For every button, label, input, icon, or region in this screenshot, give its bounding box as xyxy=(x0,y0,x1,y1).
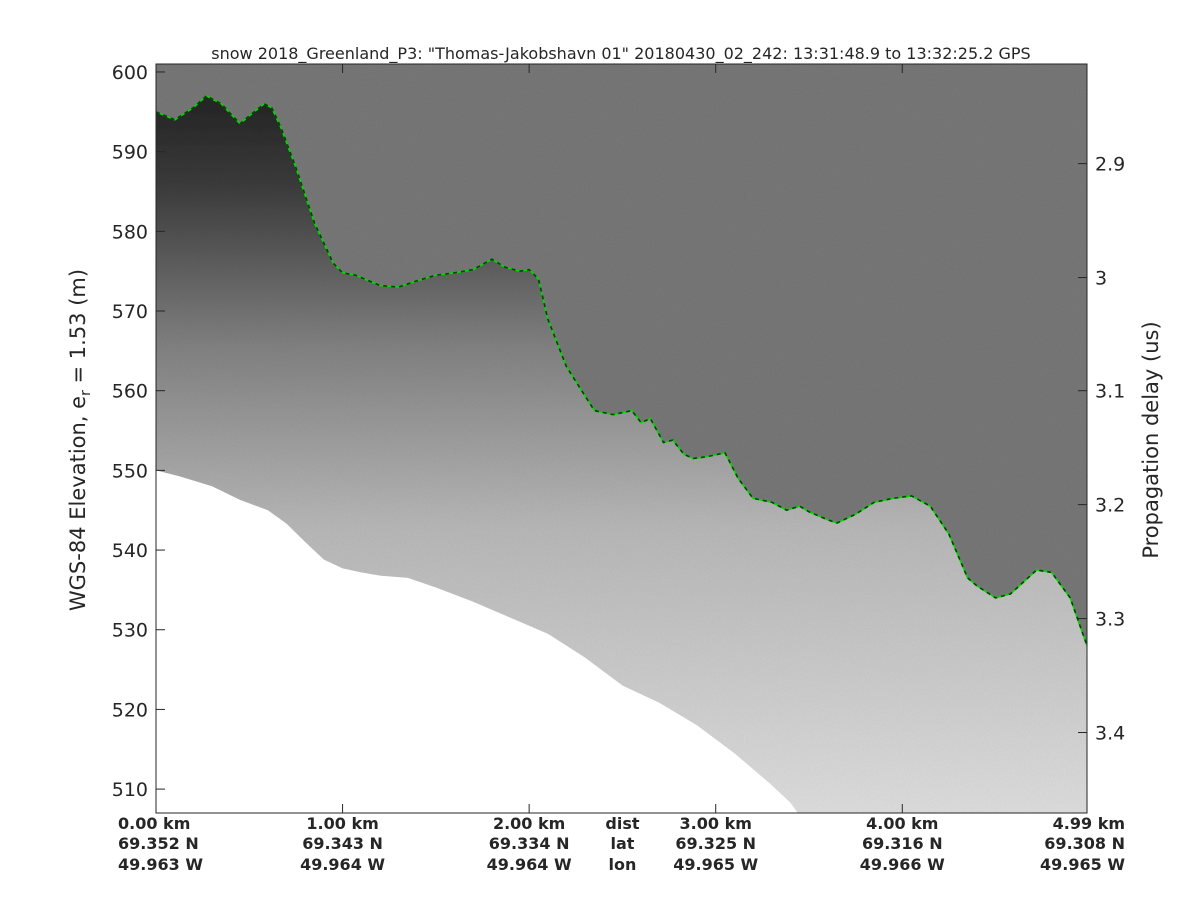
bottom-lon-label: 49.966 W xyxy=(860,855,945,874)
bottom-dist-label: 4.00 km xyxy=(866,814,938,833)
plot-frame xyxy=(155,63,1088,814)
left-tick-label: 550 xyxy=(112,460,148,482)
bottom-dist-label: 0.00 km xyxy=(118,814,190,833)
left-tick-label: 520 xyxy=(112,699,148,721)
left-tick-label: 570 xyxy=(112,301,148,323)
bottom-dist-label: 3.00 km xyxy=(680,814,752,833)
bottom-lat-label: 69.334 N xyxy=(489,834,570,853)
right-tick-label: 3.2 xyxy=(1095,495,1125,517)
left-tick-label: 580 xyxy=(112,221,148,243)
right-tick-label: 3 xyxy=(1095,268,1107,290)
bottom-row-label-dist: dist xyxy=(605,814,639,833)
right-tick-label: 2.9 xyxy=(1095,154,1125,176)
bottom-lat-label: 69.343 N xyxy=(302,834,383,853)
bottom-lon-label: 49.965 W xyxy=(673,855,758,874)
right-tick-label: 3.4 xyxy=(1095,723,1125,745)
left-tick-label: 590 xyxy=(112,142,148,164)
left-tick-label: 600 xyxy=(112,62,148,84)
bottom-dist-label: 1.00 km xyxy=(306,814,378,833)
bottom-lon-label: 49.965 W xyxy=(1040,855,1125,874)
right-tick-label: 3.3 xyxy=(1095,609,1125,631)
chart-title: snow 2018_Greenland_P3: "Thomas-Jakobsha… xyxy=(211,44,1030,64)
bottom-row-label-lat: lat xyxy=(610,834,634,853)
bottom-lat-label: 69.308 N xyxy=(1044,834,1125,853)
bottom-row-label-lon: lon xyxy=(608,855,636,874)
bottom-lat-label: 69.316 N xyxy=(862,834,943,853)
bottom-lon-label: 49.964 W xyxy=(487,855,572,874)
right-axis: 2.9 3 3.1 3.2 3.3 3.4 xyxy=(1078,154,1125,745)
surface-trace xyxy=(156,94,1087,646)
right-tick-label: 3.1 xyxy=(1095,381,1125,403)
bottom-lat-label: 69.325 N xyxy=(675,834,756,853)
left-tick-label: 560 xyxy=(112,381,148,403)
bottom-lon-label: 49.964 W xyxy=(300,855,385,874)
bottom-lon-label: 49.963 W xyxy=(118,855,203,874)
bottom-lat-label: 69.352 N xyxy=(118,834,199,853)
bottom-dist-label: 4.99 km xyxy=(1053,814,1125,833)
left-tick-label: 510 xyxy=(112,779,148,801)
left-tick-label: 540 xyxy=(112,540,148,562)
no-data-region xyxy=(156,470,798,813)
left-axis: 510 520 530 540 550 560 570 580 590 600 xyxy=(112,62,165,801)
bottom-dist-label: 2.00 km xyxy=(493,814,565,833)
right-axis-label: Propagation delay (us) xyxy=(1139,321,1163,558)
left-tick-label: 530 xyxy=(112,620,148,642)
left-axis-label: WGS-84 Elevation, er = 1.53 (m) xyxy=(66,269,94,611)
plot-area xyxy=(156,64,1087,813)
